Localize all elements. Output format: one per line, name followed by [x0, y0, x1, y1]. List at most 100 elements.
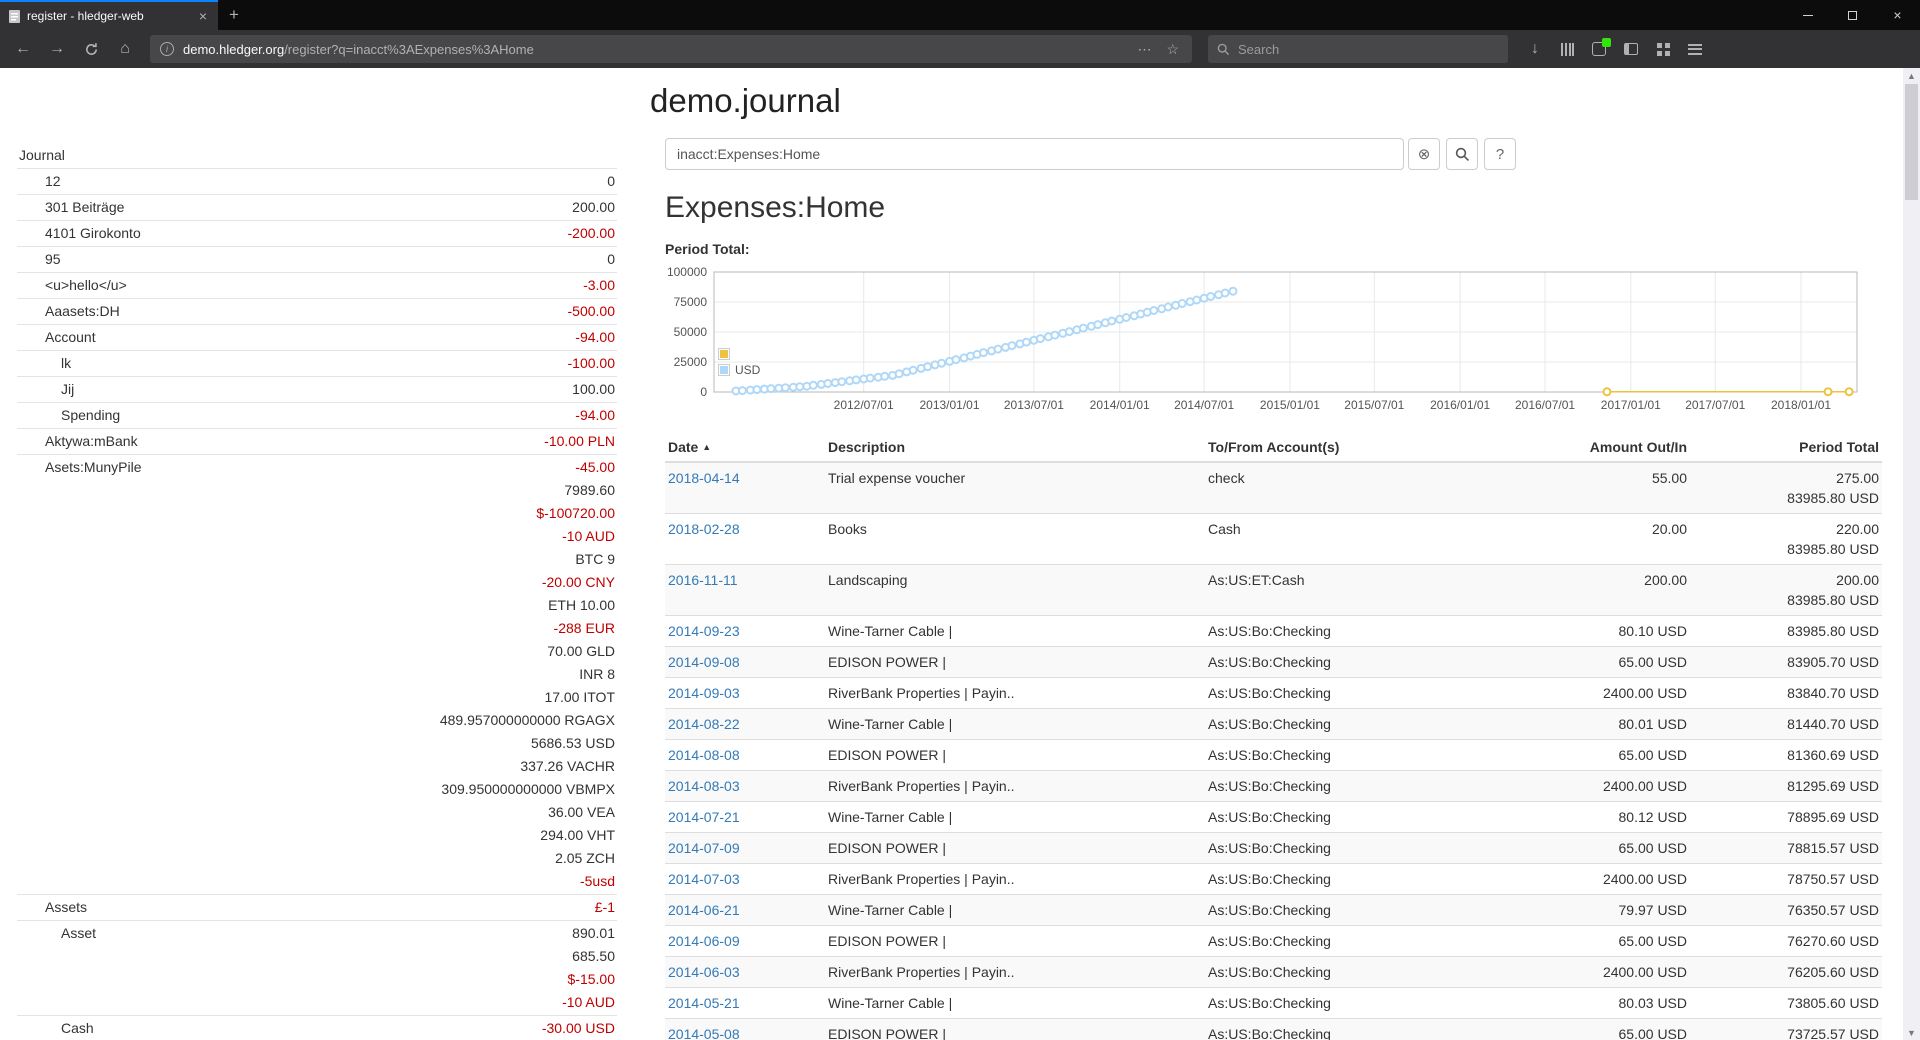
account-link[interactable]: Aktywa:mBank: [45, 433, 138, 449]
transaction-date-link[interactable]: 2018-04-14: [668, 470, 740, 486]
account-link[interactable]: Spending: [61, 407, 121, 423]
account-balance-cell: -94.00: [265, 402, 617, 429]
scroll-up-icon[interactable]: ▲: [1907, 70, 1916, 81]
accounts-table: Journal 12 0 301 Beiträge 200.00 4101 Giroko…: [17, 143, 617, 1040]
window-maximize-button[interactable]: [1830, 0, 1875, 30]
scrollbar-thumb[interactable]: [1905, 84, 1918, 200]
transaction-row[interactable]: 2014-09-08 EDISON POWER | As:US:Bo:Checkin…: [665, 646, 1882, 678]
clear-query-button[interactable]: ⊗: [1408, 138, 1440, 170]
account-link[interactable]: Asset: [61, 925, 97, 941]
site-info-icon[interactable]: i: [160, 42, 174, 56]
window-close-button[interactable]: ×: [1893, 7, 1902, 23]
transaction-date-link[interactable]: 2014-06-03: [668, 964, 740, 980]
menu-icon[interactable]: [1680, 35, 1710, 63]
account-link[interactable]: 12: [45, 173, 61, 189]
transaction-date-link[interactable]: 2014-05-08: [668, 1026, 740, 1040]
period-total-chart: 0 25000 50000 75000 100000 2012/07/01 2013/01/…: [665, 261, 1882, 421]
account-link[interactable]: Jij: [61, 381, 75, 397]
help-button[interactable]: ?: [1484, 138, 1516, 170]
extension-icon[interactable]: [1584, 35, 1614, 63]
query-input[interactable]: [665, 138, 1404, 170]
account-link[interactable]: lk: [61, 355, 72, 371]
sidebars-icon[interactable]: [1616, 35, 1646, 63]
window-minimize-button[interactable]: [1785, 0, 1830, 30]
downloads-icon[interactable]: ↓: [1531, 40, 1539, 57]
column-date[interactable]: Date ▲: [665, 435, 825, 463]
transaction-row[interactable]: 2014-07-03 RiverBank Properties | Payin..…: [665, 863, 1882, 895]
transaction-row[interactable]: 2014-08-22 Wine-Tarner Cable | As:US:Bo:Ch…: [665, 708, 1882, 740]
account-row: <u>hello</u> -3.00: [17, 272, 617, 299]
scroll-down-icon[interactable]: ▼: [1907, 1027, 1916, 1038]
transaction-date-link[interactable]: 2014-08-08: [668, 747, 740, 763]
account-link[interactable]: 4101 Girokonto: [45, 225, 141, 241]
transaction-row[interactable]: 2018-02-28 Books Cash 20.00 220.00 83985.80 U…: [665, 513, 1882, 565]
page-scrollbar[interactable]: ▲ ▼: [1903, 68, 1920, 1040]
transaction-row[interactable]: 2014-05-08 EDISON POWER | As:US:Bo:Checkin…: [665, 1018, 1882, 1040]
balance-amount: -3.00: [583, 277, 615, 293]
transaction-row[interactable]: 2014-05-21 Wine-Tarner Cable | As:US:Bo:Ch…: [665, 987, 1882, 1019]
home-icon[interactable]: ⌂: [120, 40, 130, 57]
apps-grid-icon[interactable]: [1648, 35, 1678, 63]
transaction-row[interactable]: 2014-09-23 Wine-Tarner Cable | As:US:Bo:Ch…: [665, 615, 1882, 647]
transaction-row[interactable]: 2014-08-03 RiverBank Properties | Payin..…: [665, 770, 1882, 802]
transaction-date-link[interactable]: 2014-07-21: [668, 809, 740, 825]
transaction-date-link[interactable]: 2014-09-23: [668, 623, 740, 639]
account-link[interactable]: Aaasets:DH: [45, 303, 120, 319]
page-actions-icon[interactable]: ⋯: [1137, 40, 1152, 57]
transaction-row[interactable]: 2014-06-21 Wine-Tarner Cable | As:US:Bo:Ch…: [665, 894, 1882, 926]
browser-tab[interactable]: register - hledger-web ×: [0, 0, 218, 30]
account-link[interactable]: Assets: [45, 899, 88, 915]
transaction-date-link[interactable]: 2014-06-09: [668, 933, 740, 949]
transaction-amount: 65.00 USD: [1500, 832, 1690, 864]
transaction-row[interactable]: 2014-08-08 EDISON POWER | As:US:Bo:Checkin…: [665, 739, 1882, 771]
bookmark-star-icon[interactable]: ☆: [1166, 40, 1179, 57]
transaction-date-link[interactable]: 2014-08-03: [668, 778, 740, 794]
transaction-row[interactable]: 2014-09-03 RiverBank Properties | Payin..…: [665, 677, 1882, 709]
account-link[interactable]: Account: [45, 329, 96, 345]
transaction-date-link[interactable]: 2018-02-28: [668, 521, 740, 537]
transaction-row[interactable]: 2014-07-09 EDISON POWER | As:US:Bo:Checkin…: [665, 832, 1882, 864]
tab-close-icon[interactable]: ×: [198, 8, 207, 24]
account-row: lk -100.00: [17, 350, 617, 377]
transaction-date-link[interactable]: 2014-06-21: [668, 902, 740, 918]
account-link[interactable]: Asets:MunyPile: [45, 459, 142, 475]
journal-title: demo.journal: [650, 82, 841, 119]
accounts-sidebar: Journal 12 0 301 Beiträge 200.00 4101 Giroko…: [17, 143, 617, 1040]
account-name-cell: Asset: [17, 920, 266, 1016]
back-icon[interactable]: ←: [15, 40, 31, 57]
period-total-line: 76205.60 USD: [1787, 964, 1879, 980]
balance-amount: -10.00 PLN: [544, 433, 615, 449]
transaction-date-link[interactable]: 2014-09-08: [668, 654, 740, 670]
transaction-description: Trial expense voucher: [825, 461, 1205, 514]
svg-text:2012/07/01: 2012/07/01: [834, 398, 894, 412]
account-link[interactable]: 301 Beiträge: [45, 199, 125, 215]
transaction-row[interactable]: 2018-04-14 Trial expense voucher check 55.0…: [665, 461, 1882, 514]
transaction-row[interactable]: 2016-11-11 Landscaping As:US:ET:Cash 200.00…: [665, 564, 1882, 616]
transaction-row[interactable]: 2014-07-21 Wine-Tarner Cable | As:US:Bo:Ch…: [665, 801, 1882, 833]
search-submit-button[interactable]: [1446, 138, 1478, 170]
account-link[interactable]: Cash: [61, 1020, 94, 1036]
balance-amount: BTC 9: [575, 551, 615, 567]
transaction-date-link[interactable]: 2014-09-03: [668, 685, 740, 701]
reload-icon[interactable]: [76, 35, 106, 63]
transaction-description: Wine-Tarner Cable |: [825, 615, 1205, 647]
transaction-date-link[interactable]: 2014-05-21: [668, 995, 740, 1011]
account-name-cell: Aktywa:mBank: [17, 428, 266, 455]
browser-search-bar[interactable]: Search: [1208, 35, 1508, 63]
account-link[interactable]: 95: [45, 251, 61, 267]
transaction-date-link[interactable]: 2014-08-22: [668, 716, 740, 732]
url-bar[interactable]: i demo.hledger.org/register?q=inacct%3AE…: [150, 35, 1192, 63]
transaction-description: RiverBank Properties | Payin..: [825, 863, 1205, 895]
transaction-date-link[interactable]: 2014-07-03: [668, 871, 740, 887]
transaction-date-link[interactable]: 2014-07-09: [668, 840, 740, 856]
transaction-date-link[interactable]: 2016-11-11: [668, 572, 738, 588]
forward-icon[interactable]: →: [49, 40, 65, 57]
account-link[interactable]: <u>hello</u>: [45, 277, 127, 293]
library-icon[interactable]: [1552, 35, 1582, 63]
transaction-row[interactable]: 2014-06-09 EDISON POWER | As:US:Bo:Checkin…: [665, 925, 1882, 957]
new-tab-button[interactable]: +: [229, 5, 239, 24]
sidebar-journal-link[interactable]: Journal: [19, 147, 65, 163]
transaction-row[interactable]: 2014-06-03 RiverBank Properties | Payin..…: [665, 956, 1882, 988]
transaction-amount: 80.10 USD: [1500, 615, 1690, 647]
transaction-account: As:US:Bo:Checking: [1205, 956, 1500, 988]
